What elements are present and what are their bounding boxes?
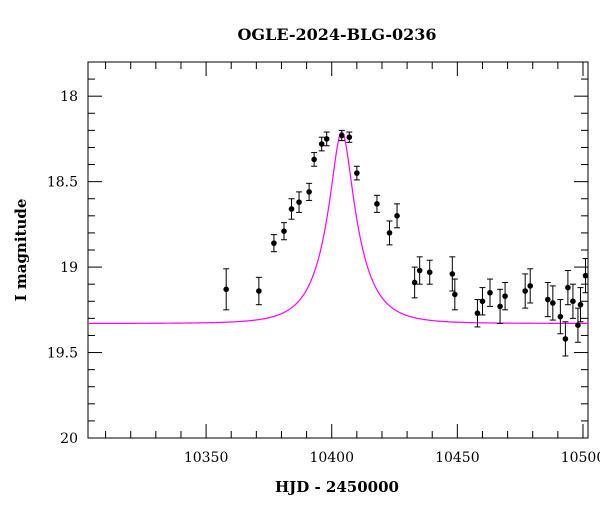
data-point: [582, 272, 589, 279]
data-point: [497, 303, 503, 310]
data-point: [502, 293, 508, 299]
data-point: [288, 206, 295, 212]
x-tick-label: 10350: [184, 450, 229, 466]
y-tick-label: 19.5: [47, 346, 78, 362]
data-point: [452, 291, 458, 298]
data-point: [570, 298, 576, 305]
data-point: [271, 240, 277, 246]
model-curve: [88, 130, 588, 325]
data-point: [354, 170, 360, 176]
data-point: [346, 134, 353, 140]
x-axis-label: HJD - 2450000: [275, 478, 399, 496]
data-point: [557, 313, 564, 320]
data-point: [474, 310, 481, 317]
y-tick-label: 20: [60, 431, 78, 447]
y-tick-label: 18: [60, 89, 78, 105]
data-point: [575, 322, 581, 329]
data-point: [522, 288, 528, 294]
data-point: [281, 228, 287, 234]
x-tick-label: 10500: [561, 450, 600, 466]
data-point: [386, 230, 393, 236]
data-point: [449, 271, 456, 277]
data-point: [577, 301, 584, 308]
y-axis-label: I magnitude: [12, 199, 30, 302]
data-point: [374, 201, 380, 207]
data-point: [426, 269, 433, 276]
data-point: [411, 279, 418, 286]
data-point: [565, 284, 571, 291]
data-point: [527, 283, 534, 289]
data-point: [338, 132, 345, 139]
data-point: [318, 141, 325, 147]
data-point: [544, 296, 551, 303]
data-point: [487, 289, 493, 296]
data-point: [394, 213, 400, 219]
y-tick-label: 18.5: [47, 175, 78, 191]
data-point: [323, 136, 330, 142]
plot-area: 10350 10400 10450 10500 18 18.5 19 19.5 20: [47, 61, 600, 466]
data-point: [550, 300, 556, 306]
chart-title: OGLE-2024-BLG-0236: [237, 25, 436, 44]
plot-frame: [87, 61, 589, 439]
data-point: [562, 336, 569, 342]
y-tick-label: 19: [60, 260, 78, 276]
data-point: [296, 199, 302, 205]
data-point: [479, 298, 486, 305]
data-point: [223, 286, 229, 293]
x-tick-label: 10400: [309, 450, 354, 466]
x-tick-label: 10450: [435, 450, 480, 466]
data-point: [256, 288, 262, 294]
data-point: [311, 156, 317, 163]
data-point: [416, 267, 423, 274]
data-point: [306, 189, 312, 195]
